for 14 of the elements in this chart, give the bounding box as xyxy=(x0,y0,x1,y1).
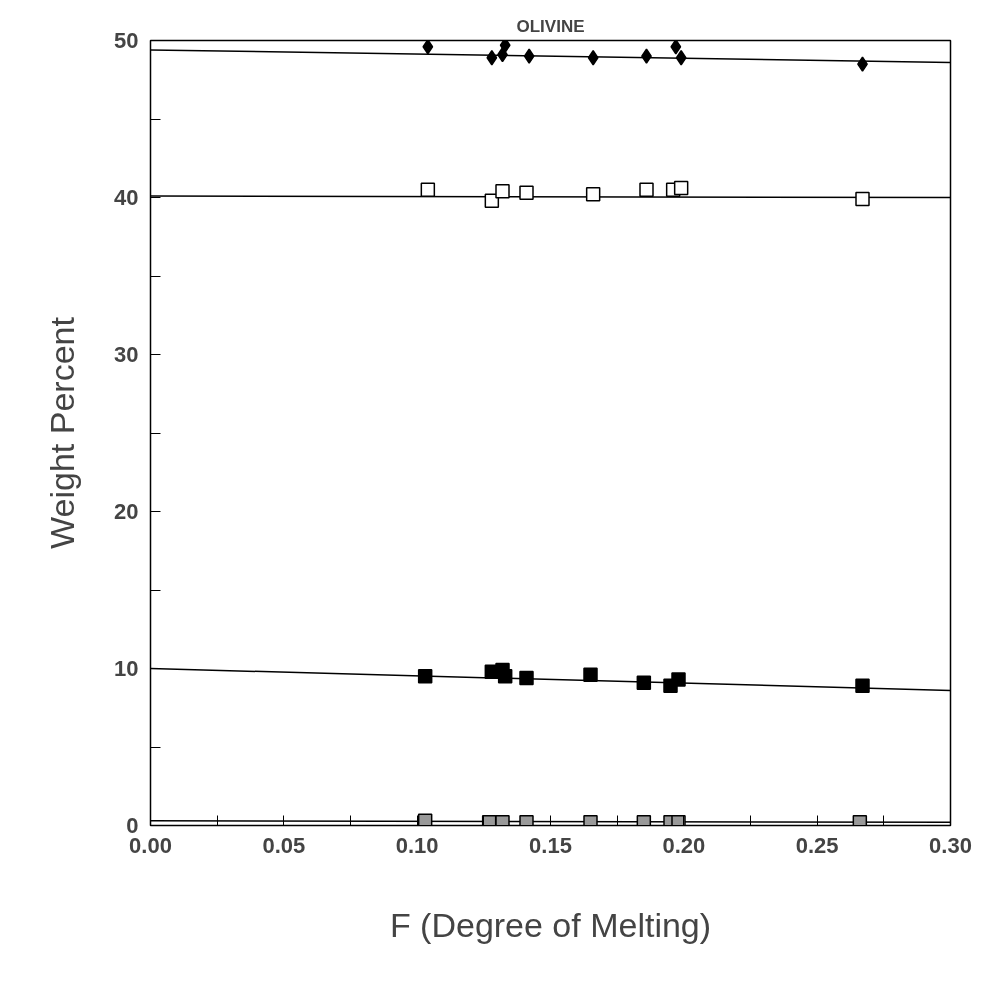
y-tick-label: 40 xyxy=(114,185,139,210)
x-axis-title: F (Degree of Melting) xyxy=(389,905,712,944)
y-tick-label: 20 xyxy=(114,499,139,524)
y-axis-title: Weight Percent xyxy=(43,316,82,549)
x-tick-label: 0.20 xyxy=(662,832,706,858)
y-tick-label: 30 xyxy=(114,342,139,367)
x-tick-label: 0.10 xyxy=(395,832,439,858)
x-tick-label: 0.30 xyxy=(929,832,972,858)
x-tick-label: 0.05 xyxy=(262,832,306,858)
x-tick-label: 0.15 xyxy=(529,832,572,858)
chart-title: OLIVINE xyxy=(516,16,585,36)
y-tick-label: 10 xyxy=(114,656,139,681)
y-tick-label: 50 xyxy=(114,28,139,53)
x-tick-label: 0.25 xyxy=(795,832,839,858)
